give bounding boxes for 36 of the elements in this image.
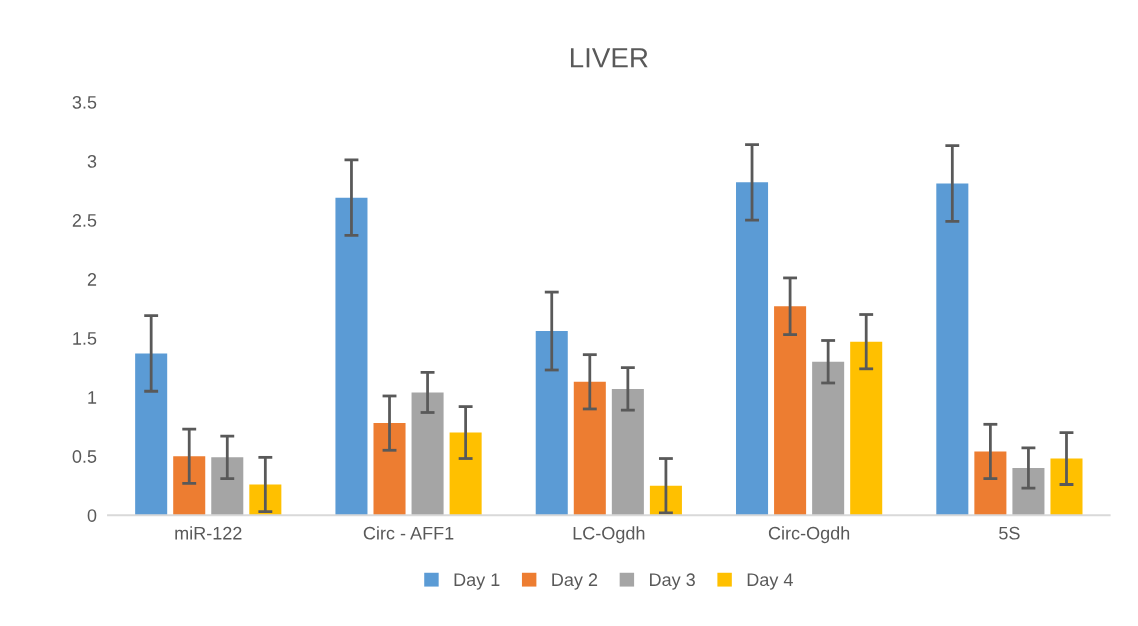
bar [974, 451, 1007, 516]
legend-label: Day 2 [552, 573, 598, 590]
bar [373, 423, 406, 516]
bar [774, 306, 807, 516]
bar [850, 341, 883, 516]
legend-label: Day 4 [747, 573, 793, 590]
x-tick-label: Circ - AFF1 [363, 526, 454, 540]
x-tick-label: miR-122 [175, 526, 242, 540]
y-tick-label: 2.5 [72, 214, 97, 227]
legend-label: Day 1 [454, 573, 500, 590]
bar [936, 183, 969, 516]
y-tick-label: 2 [87, 273, 97, 286]
y-tick-label: 1 [88, 391, 97, 404]
y-tick-label: 1.5 [73, 332, 97, 345]
bar [812, 361, 845, 516]
bar [611, 388, 644, 516]
bar [211, 457, 244, 516]
legend-label: Day 3 [650, 573, 695, 590]
y-tick-label: 0 [87, 509, 97, 522]
y-tick-label: 3 [87, 155, 97, 168]
bar [135, 353, 168, 516]
x-tick-label: LC-Ogdh [573, 526, 645, 544]
bar [1050, 458, 1083, 516]
bar [535, 331, 568, 516]
y-tick-label: 3.5 [72, 95, 97, 109]
bar [1012, 467, 1045, 516]
x-tick-label: 5S [999, 526, 1020, 540]
bar [449, 432, 482, 516]
bar [335, 197, 368, 516]
bar [173, 456, 206, 516]
chart-title: LIVER [570, 48, 648, 68]
bar [411, 392, 444, 516]
bar [573, 381, 606, 516]
bar [736, 182, 769, 516]
y-tick-label: 0.5 [72, 450, 97, 463]
x-tick-label: Circ-Ogdh [768, 526, 850, 544]
